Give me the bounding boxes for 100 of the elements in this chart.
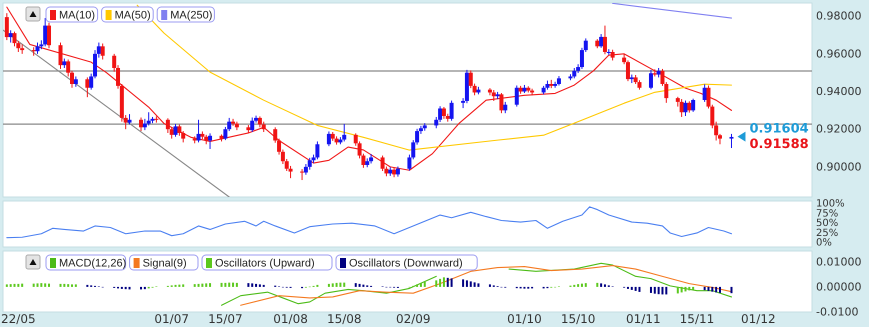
bar: [247, 283, 250, 287]
bar: [650, 286, 652, 293]
bar: [74, 284, 77, 287]
bar: [584, 283, 587, 287]
candlestick: [572, 67, 576, 79]
candlestick: [100, 42, 105, 60]
x-tick-label: 22/05: [1, 312, 36, 326]
bar: [680, 286, 683, 292]
x-tick-label: 01/07: [154, 312, 189, 326]
candlestick: [139, 117, 144, 132]
bar: [140, 286, 142, 290]
candlestick: [300, 168, 304, 181]
bar: [220, 282, 223, 287]
candlestick: [656, 67, 661, 78]
candlestick: [450, 100, 454, 122]
candlestick: [599, 34, 604, 48]
candlestick: [442, 106, 446, 120]
bar: [638, 286, 640, 292]
bar: [474, 282, 476, 287]
bar: [36, 283, 39, 287]
bar: [128, 286, 131, 290]
candlestick: [545, 80, 550, 90]
bar: [48, 284, 50, 287]
candlestick: [43, 18, 48, 47]
bar: [255, 284, 258, 287]
bar: [6, 284, 8, 287]
bar: [477, 283, 480, 287]
bar: [71, 284, 74, 287]
bar: [236, 282, 238, 287]
bar: [604, 284, 606, 287]
bar: [343, 282, 346, 287]
candlestick: [315, 140, 320, 160]
bar: [228, 282, 230, 287]
candlestick: [503, 101, 508, 114]
candlestick: [258, 116, 262, 128]
bar: [21, 284, 24, 287]
candlestick: [196, 119, 201, 143]
candlestick: [680, 98, 684, 118]
y-tick-label: 25%: [816, 228, 838, 239]
bar: [198, 284, 200, 287]
candlestick: [8, 30, 13, 44]
bar: [676, 286, 679, 294]
bar: [205, 283, 208, 287]
bar: [182, 284, 184, 287]
legend-label: Oscillators (Downward): [349, 258, 463, 270]
bar: [232, 282, 234, 287]
candlestick: [691, 98, 696, 112]
y-tick-label: 0.00000: [816, 280, 862, 294]
legend-label: MA(50): [114, 10, 151, 22]
legend-label: MACD(12,26): [59, 258, 126, 270]
bar: [32, 284, 35, 287]
candlestick: [595, 38, 600, 49]
bar: [416, 284, 418, 287]
y-tick-label: -0.0100: [816, 306, 858, 318]
candlestick: [208, 132, 212, 150]
candlestick: [702, 84, 707, 102]
bar: [336, 282, 338, 287]
bar: [577, 284, 580, 287]
candlestick: [683, 100, 688, 117]
bar: [711, 286, 714, 292]
candlestick: [36, 42, 40, 54]
bar: [17, 284, 20, 287]
bar: [339, 282, 342, 287]
x-tick-label: 15/10: [560, 312, 596, 326]
legend-label: Signal(9): [142, 258, 187, 270]
bar: [654, 286, 656, 294]
y-tick-label: 0.90000: [816, 160, 862, 174]
bar: [446, 278, 449, 287]
candlestick: [250, 117, 254, 133]
bar: [718, 286, 721, 293]
x-tick-label: 01/08: [273, 312, 308, 326]
y-tick-label: 50%: [816, 218, 838, 230]
bar: [634, 286, 637, 291]
candlestick: [326, 130, 331, 147]
y-tick-label: 0.96000: [816, 47, 862, 60]
x-tick-label: 01/12: [741, 312, 776, 326]
bar: [450, 278, 453, 287]
legend-label: MA(10): [59, 10, 96, 22]
bar: [466, 280, 468, 287]
bar: [424, 282, 426, 287]
annotation: 0.91588: [749, 136, 809, 152]
legend-label: Oscillators (Upward): [215, 258, 315, 270]
bar: [439, 278, 442, 287]
candlestick: [369, 154, 374, 164]
x-tick-label: 15/07: [208, 312, 243, 326]
bar: [707, 286, 710, 291]
candlestick: [602, 25, 607, 55]
candlestick: [499, 92, 504, 114]
candlestick: [58, 42, 63, 70]
y-tick-label: 0.01000: [816, 255, 862, 268]
bar: [661, 286, 664, 294]
candlestick: [610, 49, 615, 61]
bar: [442, 277, 445, 287]
candlestick: [396, 166, 400, 178]
y-tick-label: 0.98000: [816, 10, 862, 23]
x-tick-label: 01/10: [507, 312, 542, 326]
bar: [580, 284, 583, 287]
bar: [488, 284, 491, 287]
bar: [40, 283, 42, 287]
bar: [209, 283, 212, 287]
